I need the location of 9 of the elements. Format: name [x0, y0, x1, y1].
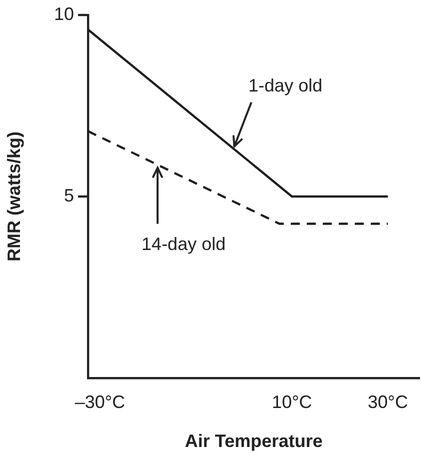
y-tick-label: 10: [54, 4, 74, 24]
annotation: 1-day old: [248, 75, 322, 96]
x-tick-label: –30°C: [74, 392, 126, 412]
x-tick-label: 10°C: [272, 392, 312, 412]
x-axis-title: Air Temperature: [184, 431, 323, 452]
annotation: 14-day old: [142, 234, 226, 254]
y-axis-title: RMR (watts/kg): [4, 131, 24, 262]
y-tick-label: 5: [64, 185, 74, 206]
x-tick-label: 30°C: [368, 392, 408, 412]
